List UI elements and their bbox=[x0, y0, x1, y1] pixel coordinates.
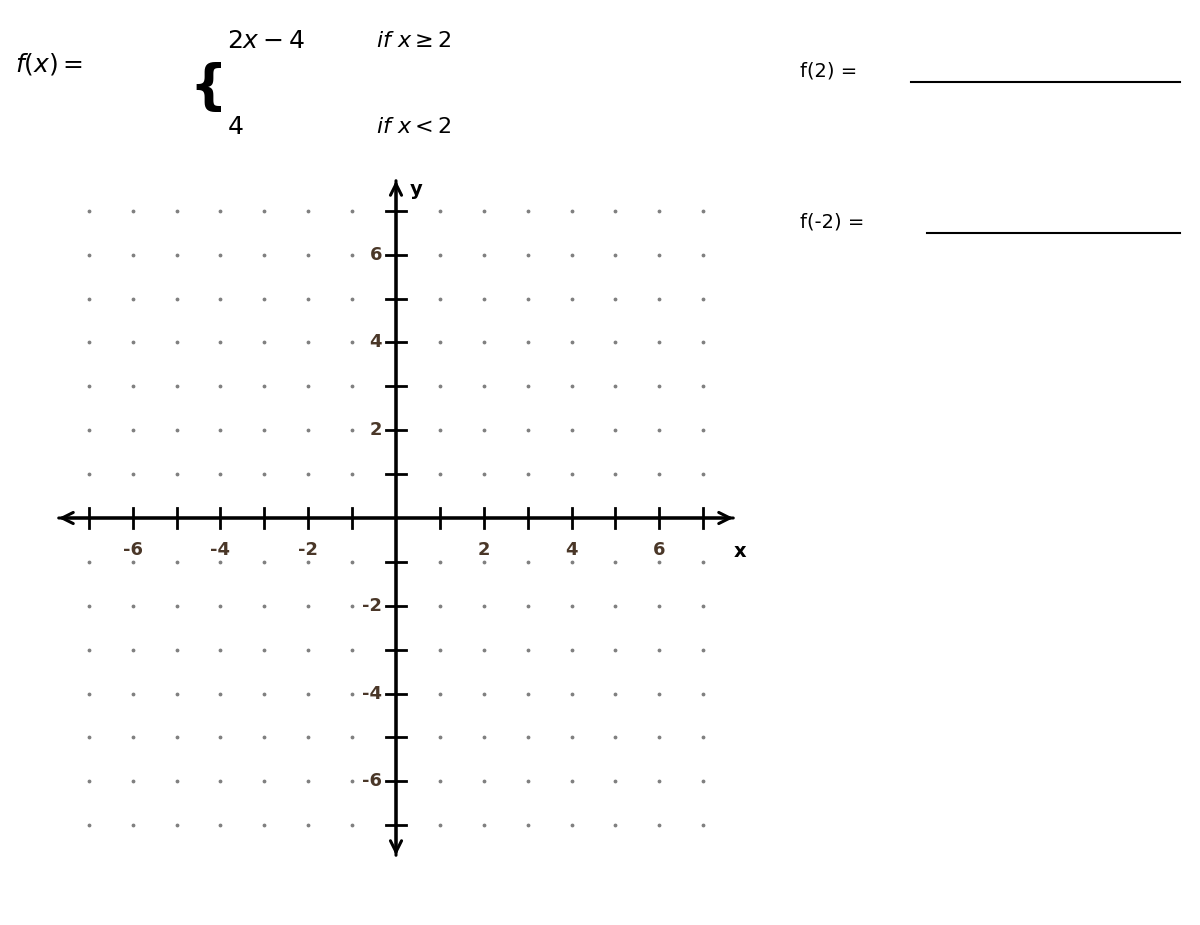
Text: y: y bbox=[410, 180, 422, 199]
Text: {: { bbox=[190, 62, 227, 114]
Text: -4: -4 bbox=[362, 684, 382, 702]
Text: f(-2) =: f(-2) = bbox=[800, 213, 871, 232]
Text: $f(x) =$: $f(x) =$ bbox=[14, 51, 83, 78]
Text: 2: 2 bbox=[478, 541, 490, 559]
Text: -4: -4 bbox=[210, 541, 230, 559]
Text: -2: -2 bbox=[362, 597, 382, 615]
Text: x: x bbox=[734, 542, 746, 561]
Text: $if\ x \geq 2$: $if\ x \geq 2$ bbox=[376, 31, 451, 51]
Text: $if\ x < 2$: $if\ x < 2$ bbox=[376, 117, 451, 137]
Text: $2x - 4$: $2x - 4$ bbox=[227, 29, 305, 53]
Text: -2: -2 bbox=[299, 541, 318, 559]
Text: 2: 2 bbox=[370, 421, 382, 439]
Text: 6: 6 bbox=[653, 541, 666, 559]
Text: 6: 6 bbox=[370, 246, 382, 264]
Text: -6: -6 bbox=[122, 541, 143, 559]
Text: 4: 4 bbox=[370, 334, 382, 352]
Text: f(2) =: f(2) = bbox=[800, 62, 864, 80]
Text: 4: 4 bbox=[565, 541, 577, 559]
Text: -6: -6 bbox=[362, 772, 382, 790]
Text: $4$: $4$ bbox=[227, 116, 244, 139]
